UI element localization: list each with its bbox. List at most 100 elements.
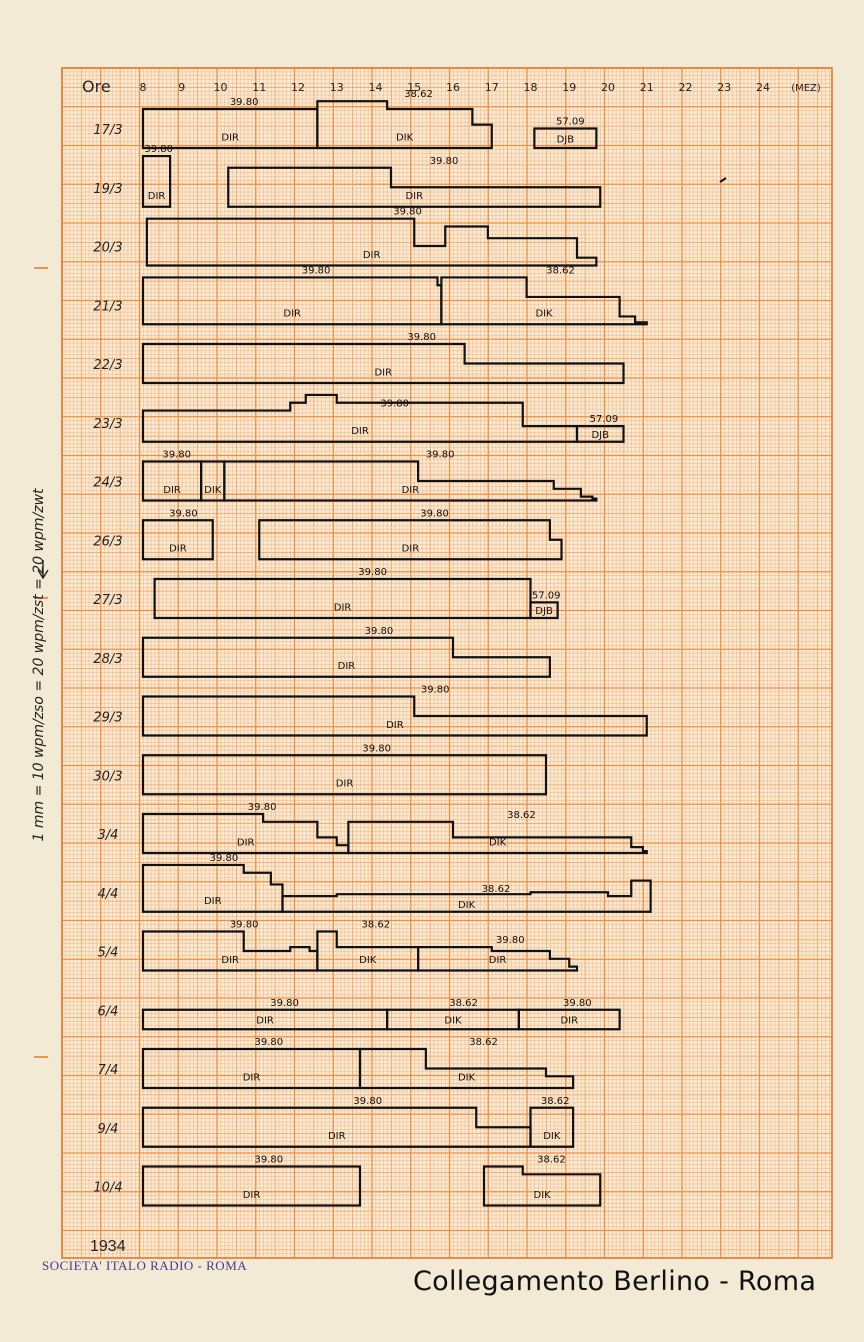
timezone-label: (MEZ) (791, 83, 821, 94)
day-label: 30/3 (93, 769, 122, 784)
hour-tick-label: 23 (717, 81, 731, 94)
hours-label: Ore (82, 77, 111, 96)
transmission-block (223, 460, 598, 502)
transmission-block (145, 217, 598, 267)
station-label: DIK (458, 1072, 476, 1083)
transmission-block (440, 276, 648, 326)
frequency-label: 39.80 (353, 1096, 382, 1107)
day-label: 19/3 (93, 182, 122, 197)
frequency-label: 39.80 (162, 450, 191, 461)
frequency-label: 39.80 (255, 1155, 284, 1166)
day-label: 27/3 (93, 593, 122, 608)
pen-mark (719, 177, 727, 183)
day-label: 6/4 (98, 1004, 119, 1019)
frequency-label: 39.80 (407, 332, 436, 343)
station-label: DIR (405, 191, 423, 202)
frequency-label: 39.80 (144, 144, 173, 155)
transmission-block (347, 820, 648, 855)
hour-tick-label: 9 (178, 81, 185, 94)
frequency-label: 39.80 (426, 450, 455, 461)
scale-arrow (37, 560, 49, 580)
station-label: DIK (396, 132, 414, 143)
station-label: DIR (221, 955, 239, 966)
frequency-label: 38.62 (507, 810, 536, 821)
station-label: DJB (535, 606, 553, 617)
frequency-label: 39.80 (365, 626, 394, 637)
frequency-label: 39.80 (430, 156, 459, 167)
station-label: DIK (489, 837, 507, 848)
day-label: 10/4 (93, 1181, 122, 1196)
transmission-block (141, 754, 548, 796)
station-label: DIR (328, 1131, 346, 1142)
transmission-block (417, 946, 579, 972)
transmission-block (281, 879, 652, 913)
station-label: DIK (359, 955, 377, 966)
transmission-block (258, 519, 563, 561)
day-label: 3/4 (98, 828, 119, 843)
transmission-block (141, 342, 625, 385)
frequency-label: 39.80 (270, 998, 299, 1009)
hour-tick-label: 17 (485, 81, 499, 94)
frequency-label: 39.80 (302, 265, 331, 276)
day-label: 24/3 (93, 476, 122, 491)
station-label: DIK (543, 1131, 561, 1142)
station-label: DIK (204, 485, 222, 496)
frequency-label: 39.80 (420, 508, 449, 519)
transmission-block (529, 1106, 575, 1148)
station-label: DIR (351, 426, 369, 437)
station-label: DIK (444, 1016, 462, 1027)
document-title: Collegamento Berlino - Roma (413, 1266, 817, 1297)
frequency-label: 38.62 (361, 920, 390, 931)
frequency-label: 57.09 (556, 117, 585, 128)
hour-tick-label: 21 (640, 81, 654, 94)
day-label: 5/4 (98, 946, 119, 961)
transmission-block (358, 1047, 575, 1090)
hour-tick-label: 15 (407, 81, 421, 94)
station-label: DIR (243, 1190, 261, 1201)
day-label: 9/4 (98, 1122, 119, 1137)
hour-tick-label: 19 (562, 81, 576, 94)
hour-tick-label: 13 (330, 81, 344, 94)
frequency-label: 38.62 (537, 1155, 566, 1166)
station-label: DIR (334, 602, 352, 613)
grid-border (61, 67, 833, 1259)
hour-tick-label: 24 (756, 81, 770, 94)
hour-tick-label: 18 (524, 81, 538, 94)
year-label: 1934 (90, 1238, 126, 1255)
station-label: DIR (221, 132, 239, 143)
station-label: DIR (237, 837, 255, 848)
hour-tick-label: 16 (446, 81, 460, 94)
transmission-block (517, 1008, 621, 1031)
transmission-block (141, 636, 551, 678)
station-label: DIR (402, 485, 420, 496)
station-label: DIR (374, 367, 392, 378)
station-label: DIR (169, 544, 187, 555)
frequency-label: 39.80 (421, 685, 450, 696)
station-label: DIR (148, 191, 166, 202)
frequency-label: 39.80 (358, 567, 387, 578)
hour-tick-label: 22 (679, 81, 693, 94)
frequency-label: 39.80 (230, 920, 259, 931)
transmission-block (533, 127, 598, 150)
transmission-block (141, 1165, 362, 1207)
frequency-label: 39.80 (393, 207, 422, 218)
day-label: 21/3 (93, 299, 122, 314)
frequency-label: 39.80 (563, 998, 592, 1009)
frequency-label: 39.80 (255, 1037, 284, 1048)
scale-note: 1 mm = 10 wpm/zso = 20 wpm/zst = 20 wpm/… (31, 488, 47, 842)
transmission-block (575, 425, 625, 443)
transmission-block (529, 601, 559, 620)
station-label: DIR (336, 779, 354, 790)
hour-tick-label: 8 (140, 81, 147, 94)
station-label: DIR (283, 309, 301, 320)
station-label: DIK (458, 900, 476, 911)
day-label: 7/4 (98, 1063, 119, 1078)
frequency-label: 38.62 (546, 265, 575, 276)
hour-tick-label: 12 (291, 81, 305, 94)
transmission-block (316, 100, 493, 150)
frequency-label: 39.80 (248, 802, 277, 813)
station-label: DIR (489, 955, 507, 966)
station-label: DJB (557, 134, 575, 145)
day-label: 17/3 (93, 123, 122, 138)
